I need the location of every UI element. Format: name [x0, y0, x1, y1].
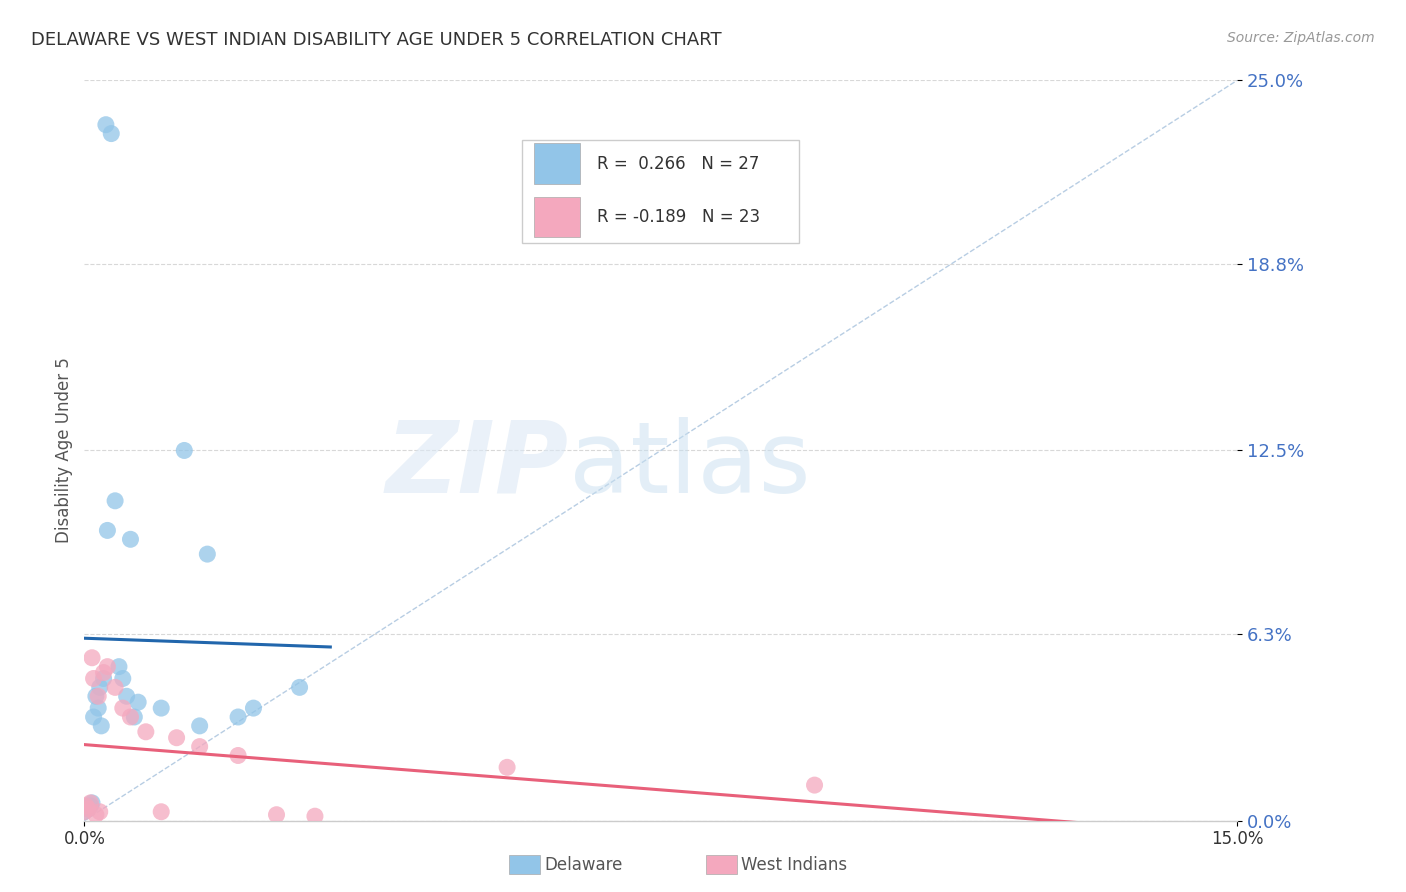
Text: atlas: atlas — [568, 417, 810, 514]
Point — [79, 796, 101, 810]
Point — [242, 701, 264, 715]
Point — [80, 650, 103, 665]
Text: R =  0.266   N = 27: R = 0.266 N = 27 — [598, 154, 759, 172]
Point — [150, 701, 173, 715]
Point — [100, 127, 122, 141]
Point — [89, 805, 111, 819]
Point — [104, 681, 127, 695]
Text: West Indians: West Indians — [741, 856, 846, 874]
Point — [120, 533, 142, 547]
Point — [104, 493, 127, 508]
Point — [84, 807, 107, 822]
Point — [93, 665, 115, 680]
Text: R = -0.189   N = 23: R = -0.189 N = 23 — [598, 208, 761, 226]
Point — [288, 681, 311, 695]
Point — [266, 807, 288, 822]
Point — [226, 748, 249, 763]
Text: Source: ZipAtlas.com: Source: ZipAtlas.com — [1227, 31, 1375, 45]
Point — [108, 659, 131, 673]
Point — [188, 719, 211, 733]
Point — [94, 118, 117, 132]
FancyBboxPatch shape — [534, 196, 581, 237]
Point — [87, 690, 110, 704]
Point — [84, 690, 107, 704]
Point — [80, 796, 103, 810]
Point — [166, 731, 188, 745]
Text: ZIP: ZIP — [385, 417, 568, 514]
Point — [135, 724, 157, 739]
Point — [304, 809, 326, 823]
FancyBboxPatch shape — [534, 144, 581, 184]
Point — [96, 524, 118, 538]
Text: DELAWARE VS WEST INDIAN DISABILITY AGE UNDER 5 CORRELATION CHART: DELAWARE VS WEST INDIAN DISABILITY AGE U… — [31, 31, 721, 49]
Point — [120, 710, 142, 724]
Point — [115, 690, 138, 704]
Point — [124, 710, 146, 724]
Point — [77, 802, 100, 816]
Point — [93, 672, 115, 686]
Point — [173, 443, 195, 458]
Point — [195, 547, 218, 561]
Point — [83, 672, 105, 686]
Point — [111, 672, 134, 686]
Point — [188, 739, 211, 754]
Point — [111, 701, 134, 715]
Point — [77, 802, 100, 816]
Point — [73, 805, 96, 819]
Point — [75, 798, 97, 813]
Point — [90, 719, 112, 733]
Point — [87, 701, 110, 715]
Point — [803, 778, 825, 792]
Point — [226, 710, 249, 724]
Point — [127, 695, 149, 709]
Point — [83, 710, 105, 724]
Point — [496, 760, 519, 774]
Text: Delaware: Delaware — [544, 856, 623, 874]
Point — [150, 805, 173, 819]
Point — [89, 681, 111, 695]
Point — [79, 798, 101, 813]
FancyBboxPatch shape — [523, 139, 799, 244]
Point — [96, 659, 118, 673]
Y-axis label: Disability Age Under 5: Disability Age Under 5 — [55, 358, 73, 543]
Point — [73, 805, 96, 819]
